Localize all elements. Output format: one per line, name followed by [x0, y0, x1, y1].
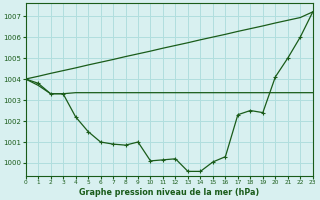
- X-axis label: Graphe pression niveau de la mer (hPa): Graphe pression niveau de la mer (hPa): [79, 188, 259, 197]
